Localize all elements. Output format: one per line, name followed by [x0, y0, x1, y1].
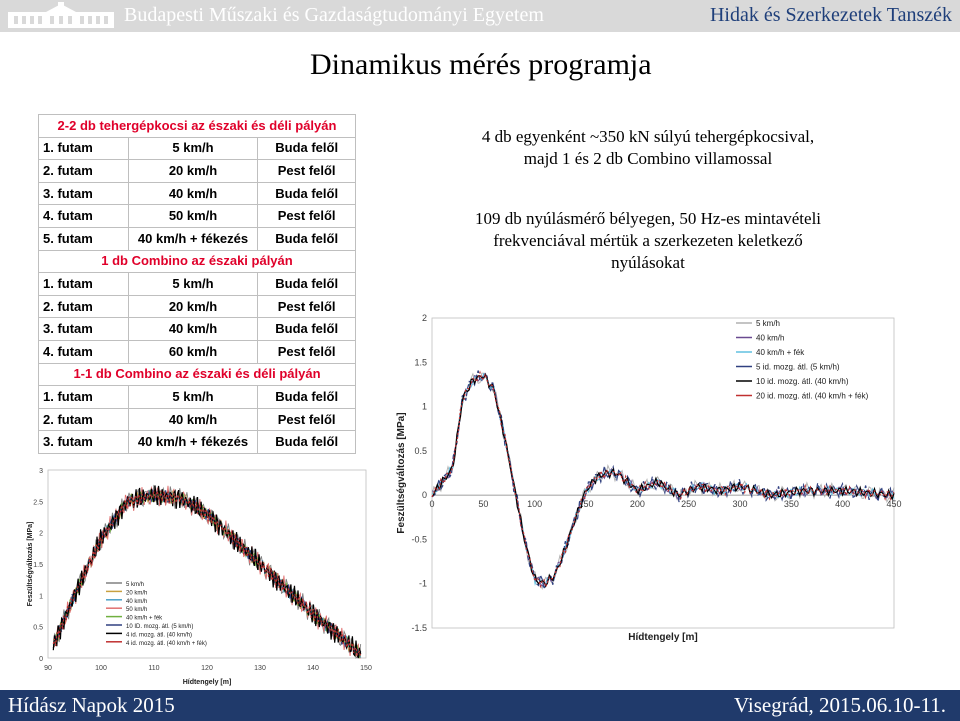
series-line [431, 370, 895, 589]
y-tick-label: 0.5 [414, 446, 427, 456]
table-section-heading: 1-1 db Combino az északi és déli pályán [38, 362, 356, 387]
table-row: 3. futam 40 km/h Buda felől [38, 317, 356, 341]
y-tick-label: 2 [422, 313, 427, 323]
description-sensors: 109 db nyúlásmérő bélyegen, 50 Hz-es min… [474, 209, 822, 272]
x-tick-label: 100 [95, 665, 107, 672]
y-tick-label: 0 [39, 656, 43, 663]
table-row: 2. futam 20 km/h Pest felől [38, 159, 356, 183]
table-row: 2. futam 20 km/h Pest felől [38, 294, 356, 319]
y-tick-label: 2.5 [33, 499, 43, 506]
x-tick-label: 50 [478, 499, 488, 509]
table-row: 5. futam 40 km/h + fékezés Buda felől [38, 226, 356, 251]
legend-entry: 4 id. mozg. átl. (40 km/h + fék) [126, 641, 207, 647]
x-tick-label: 110 [148, 665, 159, 672]
y-tick-label: -1.5 [411, 623, 427, 633]
y-tick-label: 1.5 [414, 357, 427, 367]
legend-entry: 20 km/h [126, 590, 147, 596]
header-bar: Budapesti Műszaki és Gazdaságtudományi E… [0, 0, 960, 32]
legend-entry: 50 km/h [126, 607, 147, 613]
table-row: 1. futam 5 km/h Buda felől [38, 385, 356, 409]
x-tick-label: 90 [44, 665, 52, 672]
table-section-heading: 2-2 db tehergépkocsi az északi és déli p… [38, 114, 356, 138]
page-title: Dinamikus mérés programja [310, 48, 652, 81]
x-tick-label: 120 [201, 665, 213, 672]
x-tick-label: 300 [732, 499, 747, 509]
footer-place-date: Visegrád, 2015.06.10-11. [733, 693, 946, 717]
y-axis-label: Feszültségváltozás [MPa] [396, 412, 407, 533]
x-tick-label: 200 [630, 499, 645, 509]
series-line [431, 373, 895, 588]
table-row: 4. futam 50 km/h Pest felől [38, 204, 356, 228]
x-tick-label: 400 [835, 499, 850, 509]
university-building-logo-icon [8, 2, 114, 28]
x-tick-label: 100 [527, 499, 542, 509]
table-section-heading: 1 db Combino az északi pályán [38, 249, 356, 274]
x-tick-label: 130 [254, 665, 266, 672]
x-axis-label: Hídtengely [m] [628, 632, 697, 643]
legend-entry: 10 ID. mozg. átl. (5 km/h) [126, 624, 193, 630]
stress-chart-large: -1.5 -1 -0.5 0 0.5 1 1.5 2 0 50 100 150 200 250 300 350… [396, 313, 902, 643]
legend-entry: 40 km/h [126, 599, 147, 605]
x-tick-label: 0 [429, 499, 434, 509]
table-row: 1. futam 5 km/h Buda felől [38, 272, 356, 296]
department-name: Hidak és Szerkezetek Tanszék [709, 4, 952, 26]
footer-event: Hídász Napok 2015 [8, 693, 175, 717]
legend-entry: 40 km/h [756, 334, 784, 343]
x-tick-label: 150 [578, 499, 593, 509]
table-row: 4. futam 60 km/h Pest felől [38, 339, 356, 364]
table-row: 2. futam 40 km/h Pest felől [38, 407, 356, 432]
series-line [431, 370, 895, 591]
legend-entry: 4 id. mozg. átl. (40 km/h) [126, 632, 192, 638]
series-line [52, 489, 362, 657]
y-axis-label: Feszültségváltozás [MPa] [27, 522, 34, 607]
legend-entry: 5 km/h [756, 319, 780, 328]
legend-entry: 40 km/h + fék [756, 348, 805, 357]
x-tick-label: 150 [360, 665, 372, 672]
y-tick-label: -1 [419, 579, 427, 589]
legend-entry: 5 km/h [126, 582, 144, 588]
legend-entry: 5 id. mozg. átl. (5 km/h) [756, 363, 840, 372]
table-row: 1. futam 5 km/h Buda felől [38, 136, 356, 161]
y-tick-label: 0.5 [33, 625, 43, 632]
x-tick-label: 250 [681, 499, 696, 509]
table-row: 3. futam 40 km/h + fékezés Buda felől [38, 430, 356, 454]
university-name: Budapesti Műszaki és Gazdaságtudományi E… [124, 4, 544, 26]
measurement-table: 2-2 db tehergépkocsi az északi és déli p… [38, 114, 356, 454]
x-tick-label: 350 [784, 499, 799, 509]
stress-chart-small: 0 0.5 1 1.5 2 2.5 3 90 100 110 120 130 140 150 Hídteng… [27, 468, 372, 686]
y-tick-label: 1.5 [33, 562, 43, 569]
y-tick-label: 2 [39, 531, 43, 538]
description-vehicles: 4 db egyenként ~350 kN súlyú tehergépkoc… [481, 127, 815, 168]
x-tick-label: 450 [886, 499, 901, 509]
x-axis-label: Hídtengely [m] [183, 679, 232, 686]
footer-bar: Hídász Napok 2015 Visegrád, 2015.06.10-1… [0, 690, 960, 721]
y-tick-label: 1 [422, 402, 427, 412]
y-tick-label: 0 [422, 490, 427, 500]
y-tick-label: 3 [39, 468, 43, 475]
y-tick-label: 1 [39, 593, 43, 600]
legend-entry: 40 km/h + fék [126, 616, 163, 622]
x-tick-label: 140 [307, 665, 319, 672]
plot-area [47, 469, 367, 659]
table-row: 3. futam 40 km/h Buda felől [38, 181, 356, 206]
plot-area [431, 317, 895, 629]
y-tick-label: -0.5 [411, 534, 427, 544]
legend-entry: 10 id. mozg. átl. (40 km/h) [756, 377, 849, 386]
legend-entry: 20 id. mozg. átl. (40 km/h + fék) [756, 392, 869, 401]
